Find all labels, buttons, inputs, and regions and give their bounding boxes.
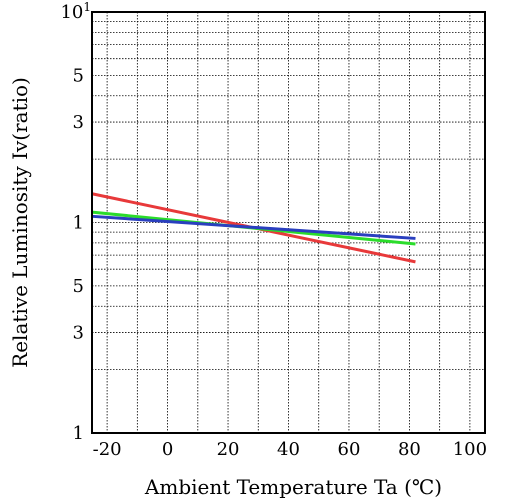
y-tick-labels: 101 5 3 1 5 3 1: [60, 0, 91, 444]
y-tick-label: 3: [73, 323, 84, 344]
x-tick-label: 0: [162, 439, 173, 460]
x-axis-title: Ambient Temperature Ta (℃): [144, 475, 442, 499]
y-tick-label: 101: [60, 0, 91, 23]
y-tick-label: 5: [73, 65, 84, 86]
y-tick-label: 5: [73, 276, 84, 297]
x-tick-label: 40: [277, 439, 300, 460]
x-tick-labels: -20 0 20 40 60 80 100: [93, 439, 487, 460]
series-line-3: [91, 214, 416, 240]
x-tick-label: 60: [338, 439, 361, 460]
y-axis-title: Relative Luminosity Iv(ratio): [8, 77, 32, 368]
series-lines: [91, 192, 416, 264]
x-tick-label: 100: [453, 439, 487, 460]
y-tick-label: 1: [73, 423, 84, 444]
x-tick-label: 80: [398, 439, 421, 460]
y-tick-label: 1: [73, 213, 84, 234]
plot-frame: [91, 11, 486, 434]
x-tick-label: -20: [93, 439, 122, 460]
y-tick-label: 3: [73, 112, 84, 133]
x-tick-label: 20: [217, 439, 240, 460]
